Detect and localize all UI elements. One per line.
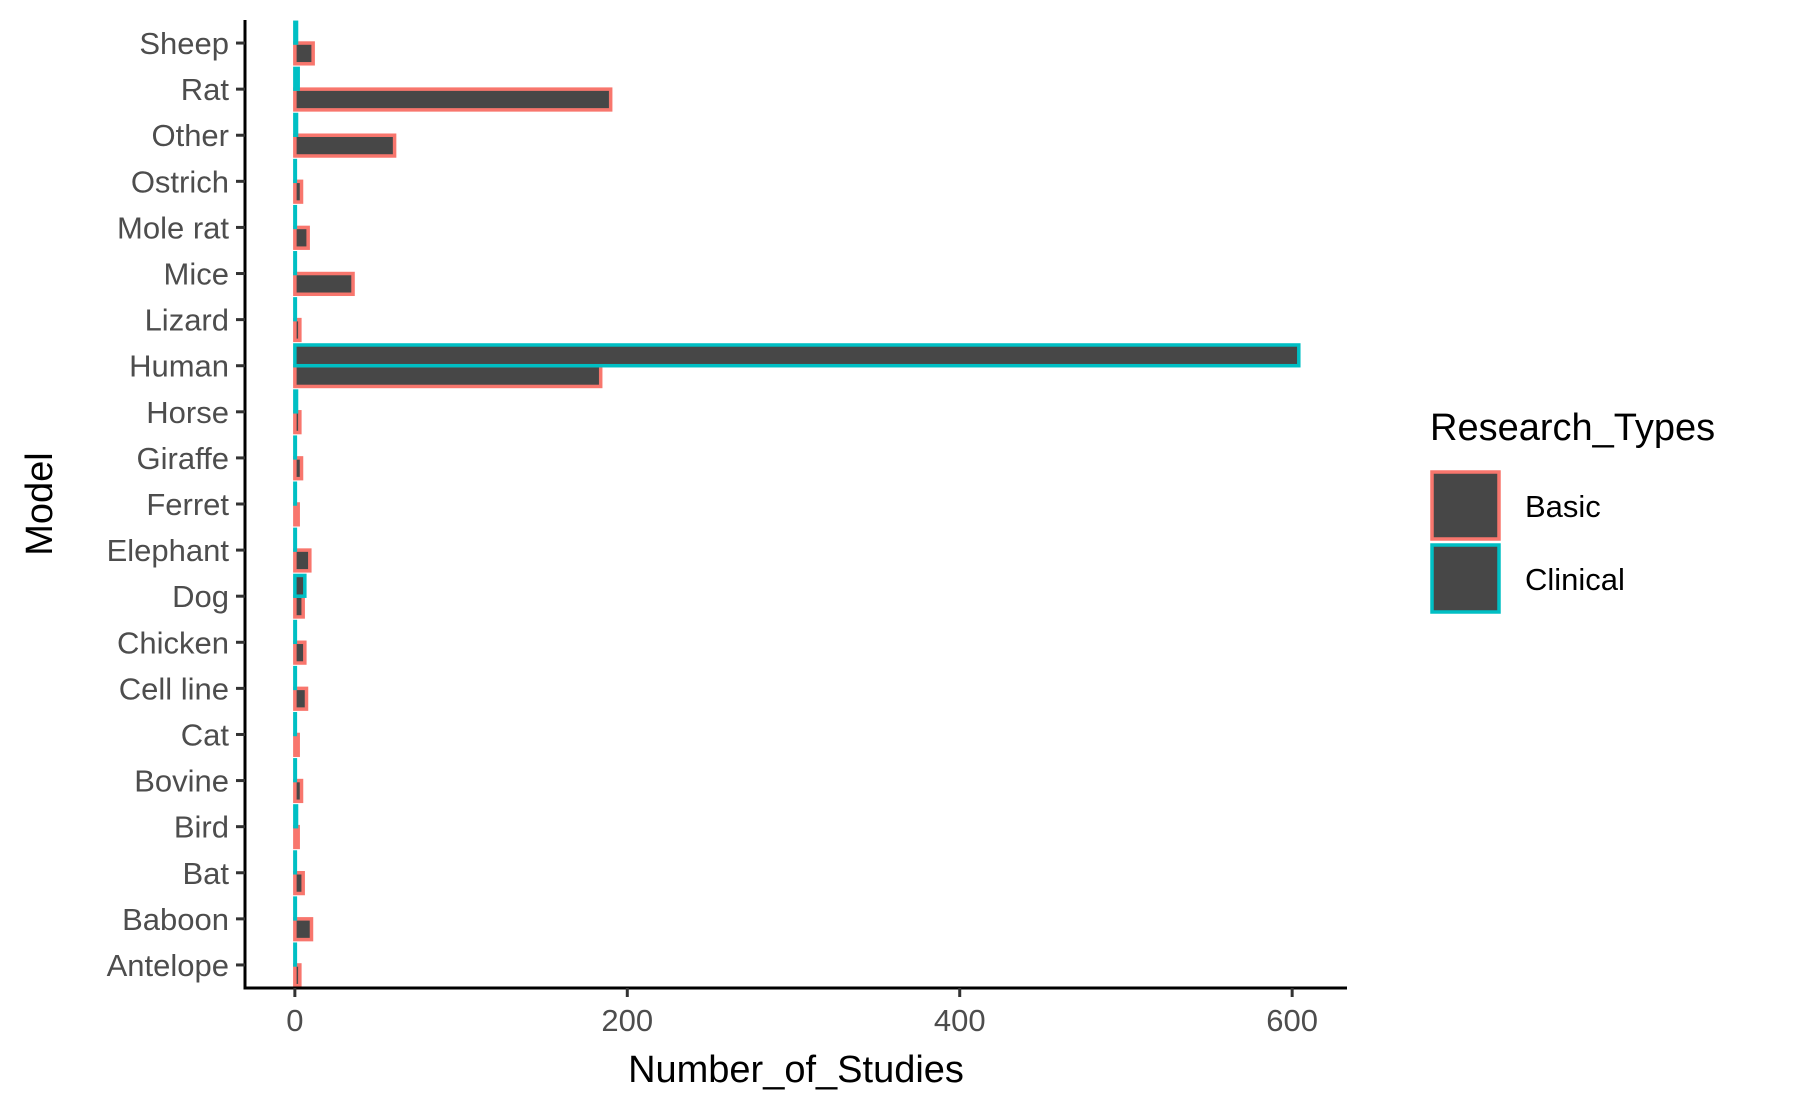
legend: Research_Types Basic Clinical (1430, 407, 1715, 614)
y-tick-label: Chicken (117, 625, 229, 660)
y-tick-label: Mice (164, 257, 229, 292)
y-tick-label: Antelope (107, 948, 229, 983)
bar-basic-rat (293, 87, 613, 112)
legend-label-clinical: Clinical (1525, 562, 1625, 597)
bar-clinical-lizard (293, 297, 298, 322)
y-tick-label: Ferret (146, 487, 229, 522)
x-tick-label: 200 (601, 1003, 653, 1038)
bar-clinical-elephant (293, 527, 298, 552)
bar-clinical-cat (293, 711, 298, 737)
bar-basic-bird (293, 824, 300, 850)
bar-basic-chicken (293, 640, 307, 665)
y-axis: Antelope Baboon Bat Bird Bovine Cat Cell line C… (107, 20, 247, 990)
y-tick-label: Rat (181, 72, 230, 107)
bar-clinical-ostrich (293, 158, 298, 184)
x-axis-title: Number_of_Studies (628, 1049, 964, 1091)
bar-clinical-human (293, 343, 1301, 368)
bar-clinical-chicken (293, 619, 298, 645)
bar-basic-antelope (293, 963, 302, 988)
bar-basic-elephant (293, 548, 312, 573)
bar-clinical-bird (293, 804, 299, 829)
y-tick-label: Ostrich (131, 164, 229, 199)
bar-basic-giraffe (293, 456, 304, 481)
legend-title: Research_Types (1430, 407, 1715, 449)
bar-clinical-baboon (293, 896, 298, 921)
y-tick-label: Baboon (122, 902, 229, 937)
bar-clinical-antelope (293, 942, 298, 967)
y-tick-label: Bat (182, 856, 229, 891)
bar-basic-ostrich (293, 179, 304, 204)
x-tick-label: 0 (286, 1003, 303, 1038)
bars-layer (293, 20, 1301, 988)
bar-basic-cell-line (293, 686, 309, 711)
x-tick-label: 600 (1266, 1003, 1318, 1038)
bar-basic-other (293, 133, 397, 158)
bar-basic-bovine (293, 778, 304, 804)
bar-clinical-other (293, 112, 299, 137)
bar-clinical-rat (293, 66, 300, 91)
legend-label-basic: Basic (1525, 489, 1601, 524)
legend-key-basic (1430, 470, 1501, 541)
bar-clinical-horse (293, 389, 299, 414)
y-tick-label: Horse (146, 395, 229, 430)
bar-basic-lizard (293, 317, 302, 343)
bar-clinical-giraffe (293, 435, 298, 460)
legend-key-clinical (1430, 543, 1501, 614)
bar-basic-baboon (293, 917, 314, 942)
y-tick-label: Cat (181, 717, 230, 752)
bar-clinical-mole-rat (293, 204, 298, 230)
bar-basic-human (293, 363, 603, 389)
bar-clinical-bat (293, 850, 298, 875)
bar-clinical-dog (293, 573, 307, 598)
bar-basic-mole-rat (293, 225, 310, 250)
bar-basic-horse (293, 410, 302, 435)
bar-clinical-ferret (293, 481, 298, 506)
bar-basic-bat (293, 871, 305, 896)
y-tick-label: Mole rat (117, 210, 229, 245)
y-tick-label: Sheep (139, 26, 229, 61)
y-tick-label: Elephant (107, 533, 230, 568)
y-tick-label: Lizard (145, 303, 229, 338)
bar-clinical-sheep (293, 20, 299, 45)
bar-basic-ferret (293, 502, 300, 527)
bar-basic-mice (293, 271, 355, 297)
y-tick-label: Giraffe (137, 441, 229, 476)
y-tick-label: Dog (172, 579, 229, 614)
y-tick-label: Other (151, 118, 229, 153)
y-tick-label: Bird (174, 810, 229, 845)
bar-basic-sheep (293, 41, 315, 66)
bar-clinical-cell-line (293, 665, 298, 691)
x-tick-label: 400 (934, 1003, 986, 1038)
y-tick-label: Bovine (134, 764, 229, 799)
y-tick-label: Cell line (119, 671, 229, 706)
bar-basic-cat (293, 732, 300, 757)
y-tick-label: Human (129, 349, 229, 384)
y-axis-title: Model (19, 452, 61, 556)
bar-clinical-mice (293, 251, 298, 276)
bar-clinical-bovine (293, 758, 298, 783)
bar-basic-dog (293, 594, 305, 619)
x-axis: 0 200 400 600 (243, 986, 1347, 1038)
